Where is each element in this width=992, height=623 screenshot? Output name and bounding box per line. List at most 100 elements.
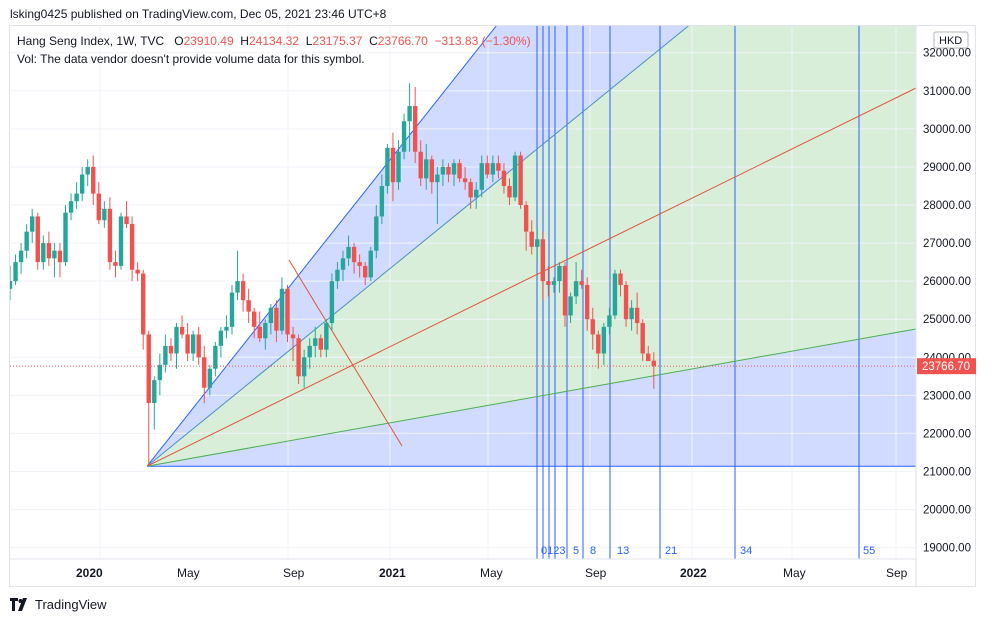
candle-body[interactable] bbox=[401, 121, 407, 152]
symbol-name[interactable]: Hang Seng Index, 1W, TVC bbox=[17, 34, 165, 48]
candle-body[interactable] bbox=[174, 326, 179, 354]
candle-body[interactable] bbox=[290, 334, 296, 339]
candle-body[interactable] bbox=[368, 250, 373, 278]
candle-body[interactable] bbox=[612, 273, 618, 316]
candle-body[interactable] bbox=[118, 216, 124, 266]
candle-body[interactable] bbox=[590, 319, 595, 335]
candle-body[interactable] bbox=[229, 292, 235, 327]
candle-body[interactable] bbox=[52, 250, 57, 259]
candle-body[interactable] bbox=[296, 338, 301, 377]
candle-body[interactable] bbox=[390, 147, 396, 183]
candle-body[interactable] bbox=[446, 166, 451, 175]
candle-body[interactable] bbox=[412, 106, 418, 152]
candle-body[interactable] bbox=[501, 170, 507, 186]
candle-body[interactable] bbox=[585, 284, 590, 320]
candle-body[interactable] bbox=[35, 216, 40, 263]
candle-body[interactable] bbox=[363, 265, 368, 278]
candle-body[interactable] bbox=[557, 265, 562, 282]
candle-body[interactable] bbox=[79, 174, 85, 194]
candle-body[interactable] bbox=[607, 315, 612, 327]
candle-body[interactable] bbox=[179, 326, 185, 335]
candle-body[interactable] bbox=[279, 288, 285, 331]
candle-body[interactable] bbox=[41, 243, 46, 263]
candle-body[interactable] bbox=[307, 345, 312, 358]
currency-badge[interactable] bbox=[933, 31, 969, 49]
candle-body[interactable] bbox=[152, 380, 157, 403]
candle-body[interactable] bbox=[257, 326, 262, 339]
candle-body[interactable] bbox=[190, 334, 196, 354]
candle-body[interactable] bbox=[324, 323, 329, 350]
candle-body[interactable] bbox=[396, 151, 401, 183]
candle-body[interactable] bbox=[374, 216, 379, 251]
candle-body[interactable] bbox=[351, 246, 357, 263]
candle-body[interactable] bbox=[329, 281, 335, 324]
candle-body[interactable] bbox=[440, 166, 446, 175]
candle-body[interactable] bbox=[107, 208, 113, 263]
candle-body[interactable] bbox=[168, 345, 174, 354]
candle-body[interactable] bbox=[418, 151, 423, 179]
candle-body[interactable] bbox=[313, 338, 318, 346]
candle-body[interactable] bbox=[285, 288, 290, 335]
tradingview-brand[interactable]: TradingView bbox=[10, 597, 107, 612]
candle-body[interactable] bbox=[141, 273, 146, 335]
candle-body[interactable] bbox=[57, 250, 63, 263]
candle-body[interactable] bbox=[301, 357, 307, 377]
candle-body[interactable] bbox=[268, 307, 274, 324]
candle-body[interactable] bbox=[540, 239, 545, 282]
candle-body[interactable] bbox=[496, 163, 501, 171]
candle-body[interactable] bbox=[202, 357, 207, 388]
candle-body[interactable] bbox=[479, 163, 484, 190]
candle-body[interactable] bbox=[551, 281, 557, 285]
candle-body[interactable] bbox=[68, 201, 74, 213]
candle-body[interactable] bbox=[96, 193, 101, 221]
candle-body[interactable] bbox=[102, 208, 107, 221]
candle-body[interactable] bbox=[63, 212, 68, 263]
candle-body[interactable] bbox=[424, 159, 429, 179]
candle-body[interactable] bbox=[263, 323, 268, 339]
candle-body[interactable] bbox=[512, 155, 518, 198]
candle-body[interactable] bbox=[523, 205, 529, 232]
candle-body[interactable] bbox=[135, 269, 140, 274]
candle-body[interactable] bbox=[74, 193, 79, 202]
candle-body[interactable] bbox=[24, 231, 29, 251]
candle-body[interactable] bbox=[13, 262, 18, 282]
candle-body[interactable] bbox=[507, 185, 512, 198]
candle-body[interactable] bbox=[246, 300, 251, 312]
candle-body[interactable] bbox=[91, 166, 96, 194]
candle-body[interactable] bbox=[462, 178, 468, 183]
candle-body[interactable] bbox=[340, 258, 346, 270]
candle-body[interactable] bbox=[623, 284, 629, 320]
candle-body[interactable] bbox=[46, 243, 52, 259]
candle-body[interactable] bbox=[568, 296, 573, 316]
candle-body[interactable] bbox=[546, 281, 551, 285]
chart-canvas[interactable]: 0123 5 8 13 21 34 55 32000.00 31000.00 30000.00 2… bbox=[10, 26, 976, 586]
candle-body[interactable] bbox=[235, 281, 240, 293]
candle-body[interactable] bbox=[218, 330, 224, 346]
candle-body[interactable] bbox=[224, 326, 229, 331]
candle-body[interactable] bbox=[379, 185, 385, 217]
candle-body[interactable] bbox=[601, 326, 607, 354]
candle-body[interactable] bbox=[596, 334, 601, 354]
candle-body[interactable] bbox=[18, 250, 24, 263]
candle-body[interactable] bbox=[490, 163, 496, 175]
candle-body[interactable] bbox=[529, 231, 534, 247]
candle-body[interactable] bbox=[157, 364, 163, 381]
candle-body[interactable] bbox=[185, 334, 190, 354]
candle-body[interactable] bbox=[646, 353, 651, 362]
candle-body[interactable] bbox=[474, 189, 479, 198]
candle-body[interactable] bbox=[163, 345, 168, 365]
candle-body[interactable] bbox=[640, 323, 645, 354]
candle-body[interactable] bbox=[518, 155, 523, 206]
candle-body[interactable] bbox=[535, 239, 540, 247]
candle-body[interactable] bbox=[579, 281, 584, 285]
candle-body[interactable] bbox=[457, 163, 462, 179]
candle-body[interactable] bbox=[85, 166, 90, 175]
candle-body[interactable] bbox=[124, 216, 129, 225]
candle-body[interactable] bbox=[213, 345, 218, 369]
candle-body[interactable] bbox=[113, 262, 118, 266]
candle-body[interactable] bbox=[129, 224, 135, 270]
candle-body[interactable] bbox=[146, 334, 151, 403]
candle-body[interactable] bbox=[651, 360, 656, 367]
candle-body[interactable] bbox=[346, 246, 351, 259]
candle-body[interactable] bbox=[618, 273, 623, 285]
